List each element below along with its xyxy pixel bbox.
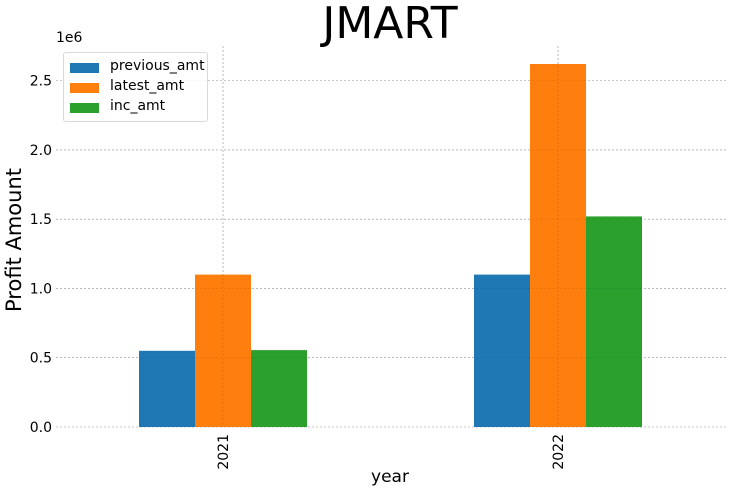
legend-swatch-latest (70, 83, 99, 93)
x-tick-label: 2021 (216, 434, 232, 470)
y-tick-label: 1.0 (30, 281, 52, 297)
x-axis-label: year (371, 467, 409, 487)
y-tick-label: 0.0 (30, 420, 52, 436)
x-tick-label: 2022 (551, 434, 567, 470)
y-tick-label: 1.5 (30, 212, 52, 228)
legend-swatch-previous (70, 63, 99, 73)
y-tick-label: 0.5 (30, 351, 52, 367)
legend-label: latest_amt (110, 78, 185, 94)
bar-latest_amt-2022 (530, 64, 586, 427)
bar-inc_amt-2022 (586, 216, 642, 427)
bar-previous_amt-2021 (139, 350, 195, 427)
bar-inc_amt-2021 (251, 350, 307, 427)
chart-title: JMART (322, 0, 458, 49)
y-axis-label: Profit Amount (2, 168, 26, 312)
bar-previous_amt-2022 (474, 274, 530, 427)
bar-latest_amt-2021 (195, 274, 251, 427)
y-tick-label: 2.0 (30, 143, 52, 159)
y-offset-label: 1e6 (56, 30, 83, 46)
legend-swatch-inc (70, 103, 99, 113)
legend: previous_amt latest_amt inc_amt (63, 52, 208, 122)
y-tick-label: 2.5 (30, 74, 52, 90)
legend-label: previous_amt (110, 58, 205, 74)
legend-label: inc_amt (110, 98, 166, 114)
